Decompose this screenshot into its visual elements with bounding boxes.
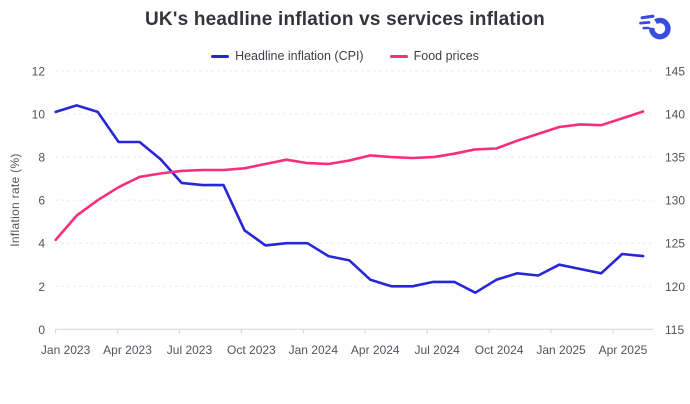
axes-layer	[54, 328, 653, 334]
x-tick-label: Apr 2025	[599, 343, 648, 357]
x-tick-label: Jul 2023	[167, 343, 213, 357]
chart-legend: Headline inflation (CPI) Food prices	[0, 49, 690, 63]
x-tick-label: Jan 2025	[536, 343, 586, 357]
brand-logo	[638, 10, 674, 44]
y-tick-label-right: 125	[665, 237, 685, 251]
food-prices-swatch-icon	[389, 54, 408, 58]
y-tick-label-left: 0	[38, 323, 45, 337]
x-tick-label: Jan 2023	[41, 343, 91, 357]
headline-inflation-swatch-icon	[211, 54, 230, 58]
y-tick-label-right: 130	[665, 194, 685, 208]
x-tick-label: Oct 2023	[227, 343, 276, 357]
cpi-line	[54, 104, 645, 295]
x-tick-label: Jan 2024	[289, 343, 339, 357]
food-prices-line	[54, 110, 645, 242]
x-tick-label: Oct 2024	[475, 343, 524, 357]
legend-item-headline-inflation[interactable]: Headline inflation (CPI)	[211, 49, 364, 63]
y-tick-label-left: 8	[38, 151, 45, 165]
y-tick-label-left: 10	[32, 108, 46, 122]
gridlines-layer	[55, 70, 653, 287]
y-tick-label-left: 2	[38, 280, 45, 294]
legend-label-food-prices: Food prices	[413, 49, 479, 63]
x-tick-label: Jul 2024	[414, 343, 460, 357]
speed-ring-logo-icon	[639, 14, 671, 40]
x-tick-label: Apr 2024	[351, 343, 400, 357]
y-tick-label-right: 135	[665, 151, 685, 165]
y-tick-label-left: 12	[32, 65, 46, 79]
series-layer	[54, 104, 645, 295]
y-tick-label-left: 6	[38, 194, 45, 208]
y-tick-label-right: 145	[665, 65, 685, 79]
y-axis-title: Inflation rate (%)	[8, 153, 22, 246]
y-tick-label-left: 4	[38, 237, 45, 251]
legend-item-food-prices[interactable]: Food prices	[389, 49, 479, 63]
y-tick-label-right: 115	[665, 323, 684, 337]
legend-label-headline-inflation: Headline inflation (CPI)	[235, 49, 364, 63]
chart-title: UK's headline inflation vs services infl…	[145, 9, 545, 30]
y-tick-label-right: 120	[665, 280, 685, 294]
axis-labels-layer: 0 2 4 6 8 10 12 115 120 125 130 135 140 145 Jan 2023 Ap…	[32, 65, 686, 358]
x-tick-label: Apr 2023	[103, 343, 152, 357]
y-tick-label-right: 140	[665, 108, 685, 122]
